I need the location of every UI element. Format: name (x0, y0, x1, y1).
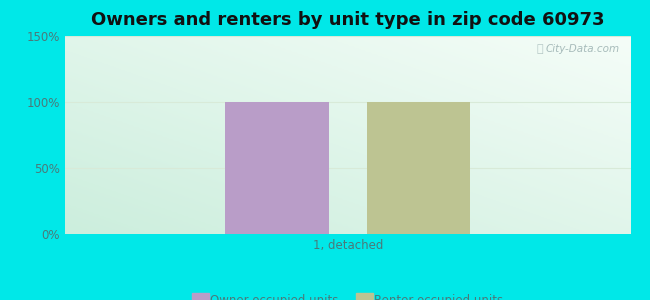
Bar (225, 102, 329, 234)
Bar (367, 102, 471, 234)
Text: City-Data.com: City-Data.com (545, 44, 619, 54)
Legend: Owner occupied units, Renter occupied units: Owner occupied units, Renter occupied un… (188, 289, 508, 300)
Text: ⓘ: ⓘ (536, 44, 543, 54)
Title: Owners and renters by unit type in zip code 60973: Owners and renters by unit type in zip c… (91, 11, 604, 29)
